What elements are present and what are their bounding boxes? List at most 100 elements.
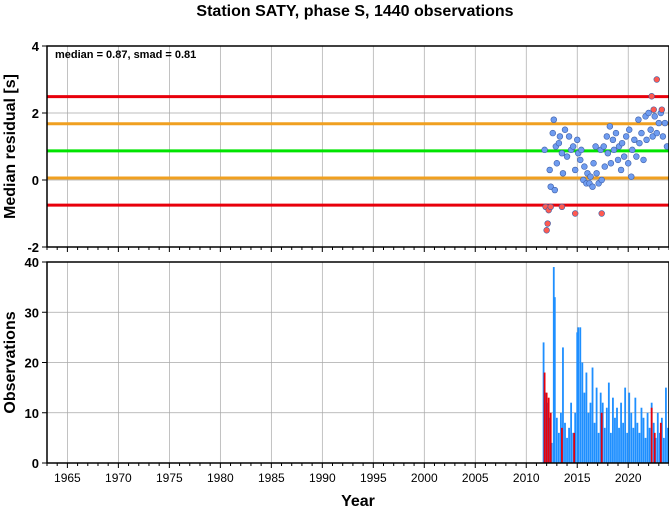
data-point [561,126,569,133]
data-point [603,133,610,140]
data-point [578,146,585,154]
x-tick-label: 1990 [309,471,336,485]
data-point [636,139,643,147]
data-bar [638,432,641,463]
data-point [593,170,600,177]
data-point [655,119,663,127]
data-bar [583,392,586,463]
data-bar [562,347,564,463]
y-tick-label: 4 [32,39,40,54]
data-point [638,129,645,137]
data-bar [570,402,573,463]
data-bar [667,427,669,463]
data-bar [654,437,657,463]
data-bar [577,327,580,463]
data-point [581,163,588,170]
data-bar [599,392,602,463]
data-point [555,139,563,147]
data-bar [656,412,659,463]
data-point [558,203,566,211]
data-bar [636,422,639,463]
data-bar [628,392,631,463]
data-bar [576,332,579,463]
data-bar [557,432,560,463]
data-point [589,183,596,190]
data-point [614,156,622,164]
data-bar [660,417,663,463]
data-point [571,166,579,174]
data-bar [544,392,547,463]
data-bar [572,432,575,463]
data-point [648,93,655,100]
data-bar [601,402,604,463]
data-point [663,143,669,150]
data-point [631,136,638,144]
data-point [543,227,550,234]
data-point [565,133,573,140]
data-point [547,183,554,190]
data-point [658,106,666,113]
data-bar [616,407,618,463]
data-point [598,210,605,217]
data-point [553,160,561,167]
data-point [647,126,654,133]
data-point [574,136,581,144]
data-bar [626,432,629,463]
data-point [549,129,556,137]
data-bar [618,427,620,463]
x-tick-label: 2015 [564,471,591,485]
data-point [653,76,660,83]
data-bar [591,367,594,463]
residual-panel: median = 0.87, smad = 0.81 -2 0 2 4 Median re… [2,39,669,255]
y-tick-label: 20 [25,356,39,371]
data-bar [632,427,635,463]
data-point [626,126,633,133]
data-point [551,186,558,194]
data-point [612,129,620,137]
data-point [544,220,551,227]
data-bar [600,412,603,463]
y-axis-label: Median residual [s] [2,74,19,219]
data-point [559,170,567,177]
data-point [609,136,617,144]
data-point [569,143,577,150]
y-tick-label: 40 [25,255,39,270]
data-bar [553,297,556,463]
stats-annotation: median = 0.87, smad = 0.81 [55,49,196,61]
data-bar [609,432,612,463]
data-bar [634,397,637,463]
data-bar [555,417,558,463]
data-bar [624,387,627,463]
data-bar [549,412,552,463]
data-bar [605,407,608,463]
data-point [653,129,660,137]
plot-frame [46,45,669,248]
data-point [604,150,612,157]
data-bar [589,402,592,463]
observations-panel: 0 10 20 30 40 1965 1970 1975 1980 1985 1990 1995 200… [2,255,669,510]
data-point [563,153,571,160]
data-bar [622,422,625,463]
data-bar [542,342,545,463]
data-bar [653,432,656,463]
data-bar [547,397,550,463]
data-bar [574,412,577,463]
data-point [558,150,566,157]
data-point [661,119,669,127]
data-point [556,133,564,140]
data-point [550,116,557,123]
y-tick-label: 2 [32,106,39,121]
data-bar [658,432,661,463]
data-bar [552,267,555,463]
data-bar [593,422,596,463]
x-tick-label: 2020 [615,471,642,485]
data-bar [652,422,655,463]
y-tick-label: 30 [25,305,39,320]
data-bar [663,437,665,463]
data-point [629,146,636,154]
x-tick-label: 2010 [513,471,540,485]
data-point [577,156,584,164]
data-bar [595,387,598,463]
